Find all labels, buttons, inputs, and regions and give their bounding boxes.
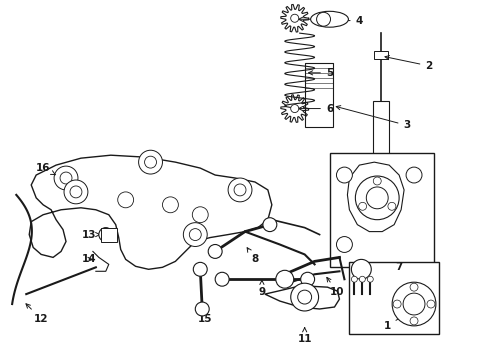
Text: 12: 12 — [26, 304, 49, 324]
Text: 7: 7 — [395, 262, 403, 272]
Circle shape — [163, 197, 178, 213]
Ellipse shape — [311, 11, 348, 27]
Circle shape — [196, 302, 209, 316]
Circle shape — [183, 223, 207, 247]
Circle shape — [337, 237, 352, 252]
Text: 16: 16 — [36, 163, 56, 175]
Polygon shape — [265, 286, 340, 309]
Text: 15: 15 — [198, 310, 213, 324]
Text: 9: 9 — [258, 280, 266, 297]
Circle shape — [301, 272, 315, 286]
Circle shape — [359, 276, 366, 282]
Circle shape — [298, 290, 312, 304]
Circle shape — [406, 167, 422, 183]
Bar — [349, 262, 439, 334]
Text: 2: 2 — [385, 55, 433, 71]
Circle shape — [410, 317, 418, 325]
Circle shape — [234, 184, 246, 196]
Text: 8: 8 — [247, 248, 259, 264]
Text: 14: 14 — [81, 255, 96, 264]
Text: 1: 1 — [384, 311, 411, 331]
Circle shape — [208, 244, 222, 258]
Text: 13: 13 — [82, 230, 100, 239]
Circle shape — [215, 272, 229, 286]
Circle shape — [70, 186, 82, 198]
Circle shape — [427, 300, 435, 308]
Polygon shape — [29, 155, 272, 269]
Circle shape — [228, 178, 252, 202]
Circle shape — [99, 228, 113, 242]
Bar — [101, 228, 117, 242]
Circle shape — [367, 187, 388, 209]
Bar — [374, 51, 388, 59]
Circle shape — [192, 207, 208, 223]
Circle shape — [139, 150, 163, 174]
Circle shape — [355, 176, 399, 220]
Bar — [305, 63, 333, 127]
Bar — [373, 100, 389, 175]
Text: 3: 3 — [336, 105, 411, 130]
Circle shape — [368, 276, 373, 282]
Circle shape — [359, 202, 367, 210]
Circle shape — [193, 262, 207, 276]
Text: 6: 6 — [298, 14, 323, 24]
Text: 11: 11 — [297, 328, 312, 344]
Circle shape — [118, 192, 134, 208]
Text: 5: 5 — [309, 68, 333, 78]
Circle shape — [64, 180, 88, 204]
Circle shape — [291, 104, 299, 113]
Circle shape — [60, 172, 72, 184]
Text: 10: 10 — [327, 278, 345, 297]
Circle shape — [263, 218, 277, 231]
Polygon shape — [347, 162, 404, 231]
Circle shape — [317, 12, 331, 26]
Circle shape — [145, 156, 156, 168]
Circle shape — [291, 283, 318, 311]
Text: 6: 6 — [298, 104, 333, 113]
Circle shape — [351, 276, 357, 282]
Circle shape — [373, 177, 381, 185]
Circle shape — [351, 260, 371, 279]
Circle shape — [392, 282, 436, 326]
Circle shape — [54, 166, 78, 190]
Circle shape — [276, 270, 294, 288]
Bar — [329, 153, 434, 267]
Circle shape — [388, 202, 396, 210]
Text: 4: 4 — [333, 16, 363, 26]
Circle shape — [410, 283, 418, 291]
Circle shape — [393, 300, 401, 308]
Circle shape — [337, 167, 352, 183]
Circle shape — [189, 229, 201, 240]
Circle shape — [291, 14, 299, 22]
Circle shape — [403, 293, 425, 315]
